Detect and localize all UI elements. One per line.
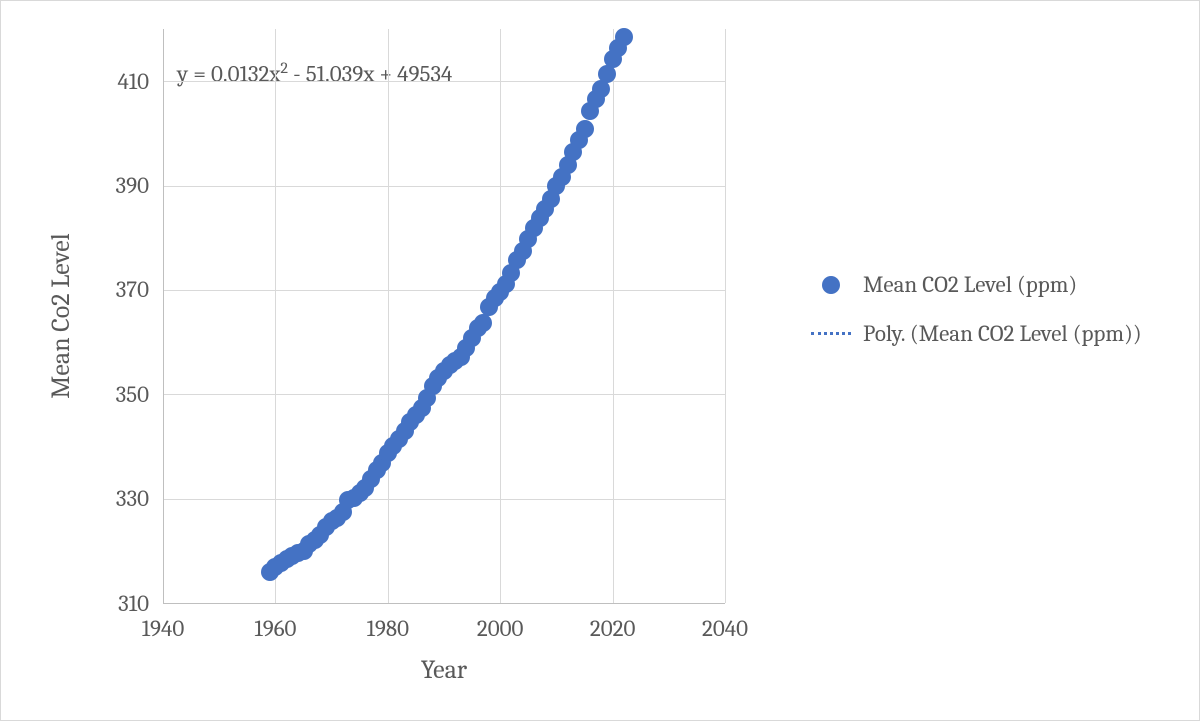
legend-item: Poly. (Mean CO2 Level (ppm)) [811, 320, 1142, 349]
x-tick-label: 1960 [254, 615, 296, 642]
gridline-vertical [725, 29, 726, 603]
x-tick-label: 2000 [477, 615, 524, 642]
y-tick-label: 370 [116, 276, 149, 303]
y-tick-label: 330 [116, 485, 149, 512]
x-tick-label: 2040 [702, 615, 748, 642]
y-tick-label: 350 [116, 381, 149, 408]
x-axis-title: Year [421, 655, 467, 685]
y-axis-title: Mean Co2 Level [46, 233, 76, 398]
x-tick-label: 2020 [590, 615, 636, 642]
data-point [576, 120, 594, 138]
data-point [615, 28, 633, 46]
x-axis-line [163, 603, 725, 604]
legend-label: Mean CO2 Level (ppm) [851, 271, 1077, 300]
data-point [474, 314, 492, 332]
y-tick-label: 410 [117, 68, 149, 95]
legend-marker-scatter-icon [811, 271, 851, 299]
legend-label: Poly. (Mean CO2 Level (ppm)) [851, 320, 1142, 349]
legend-marker-line-icon [811, 320, 851, 348]
x-tick-label: 1940 [142, 615, 185, 642]
legend-item: Mean CO2 Level (ppm) [811, 271, 1142, 300]
x-tick-label: 1980 [367, 615, 409, 642]
legend: Mean CO2 Level (ppm) Poly. (Mean CO2 Leve… [811, 271, 1142, 369]
y-tick-label: 390 [116, 172, 150, 199]
y-tick-label: 310 [118, 590, 149, 617]
chart-container: Mean Co2 Level Year y = 0.0132x2 - 51.03… [0, 0, 1200, 721]
trendline [163, 29, 725, 603]
plot-area [163, 29, 725, 603]
